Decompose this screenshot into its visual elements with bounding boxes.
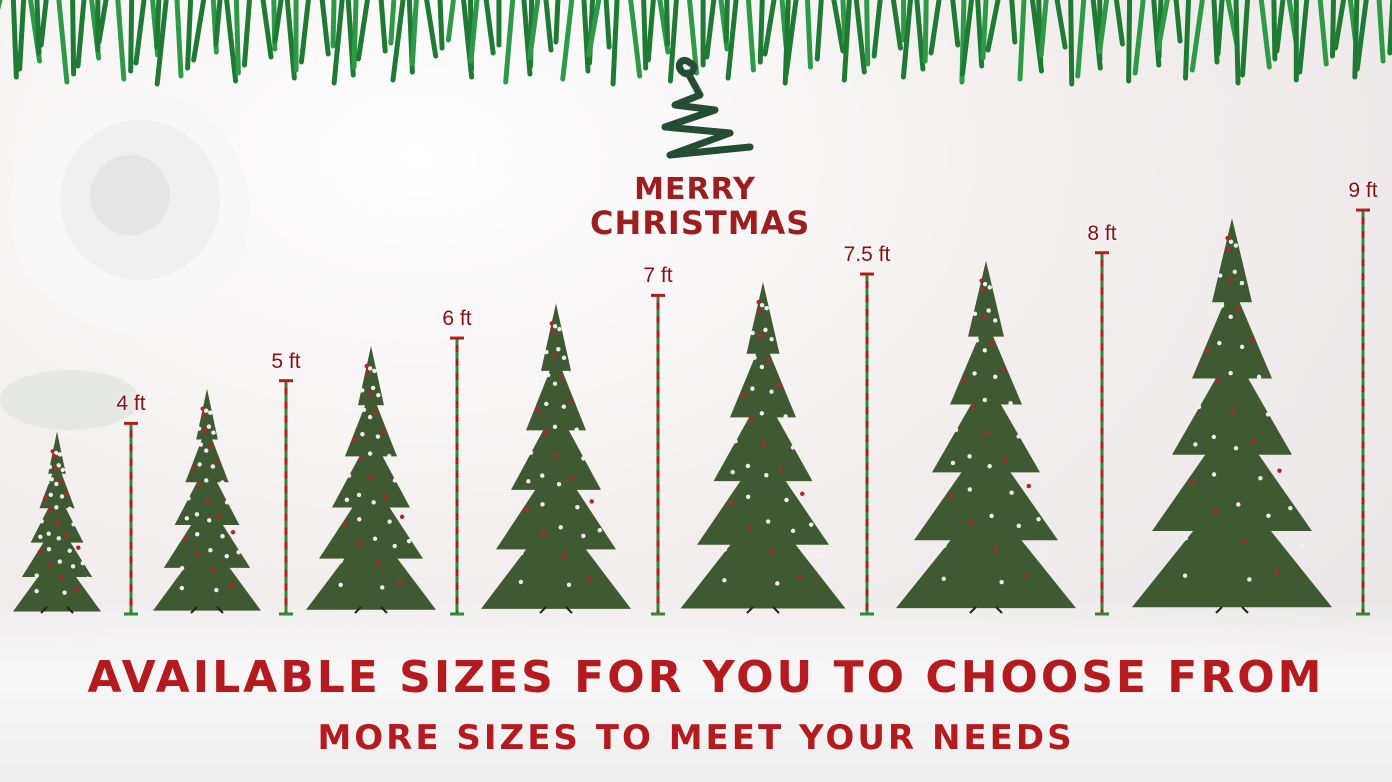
- christmas-tree: [481, 303, 631, 614]
- christmas-tree-swirl-icon: [661, 56, 754, 159]
- height-marker: [124, 421, 138, 616]
- size-label: 5 ft: [271, 349, 301, 373]
- christmas-tree: [680, 282, 846, 614]
- pine-garland-decoration: [0, 0, 1392, 87]
- height-marker: [651, 293, 665, 616]
- height-marker: [1356, 208, 1370, 616]
- size-label: 6 ft: [442, 307, 472, 331]
- height-marker: [279, 379, 293, 616]
- subheadline: MORE SIZES TO MEET YOUR NEEDS: [317, 718, 1075, 758]
- logo-christmas: CHRISTMAS: [590, 204, 811, 242]
- height-marker: [1095, 251, 1109, 616]
- size-label: 7.5 ft: [843, 243, 891, 267]
- white-rose-decoration: [0, 90, 250, 430]
- height-marker: [860, 272, 874, 616]
- christmas-tree: [13, 431, 101, 614]
- christmas-tree: [1132, 218, 1332, 614]
- snow-ground: [0, 600, 1392, 782]
- christmas-tree: [306, 346, 436, 614]
- christmas-tree: [153, 388, 261, 614]
- logo-merry: MERRY: [634, 172, 756, 207]
- size-label: 4 ft: [116, 392, 146, 416]
- merry-christmas-logo: MERRY CHRISTMAS: [590, 55, 811, 255]
- size-label: 9 ft: [1348, 179, 1378, 203]
- height-marker: [450, 336, 464, 616]
- headline: AVAILABLE SIZES FOR YOU TO CHOOSE FROM: [87, 652, 1325, 703]
- size-label: 7 ft: [643, 264, 673, 288]
- size-label: 8 ft: [1087, 221, 1117, 245]
- christmas-tree: [896, 260, 1076, 614]
